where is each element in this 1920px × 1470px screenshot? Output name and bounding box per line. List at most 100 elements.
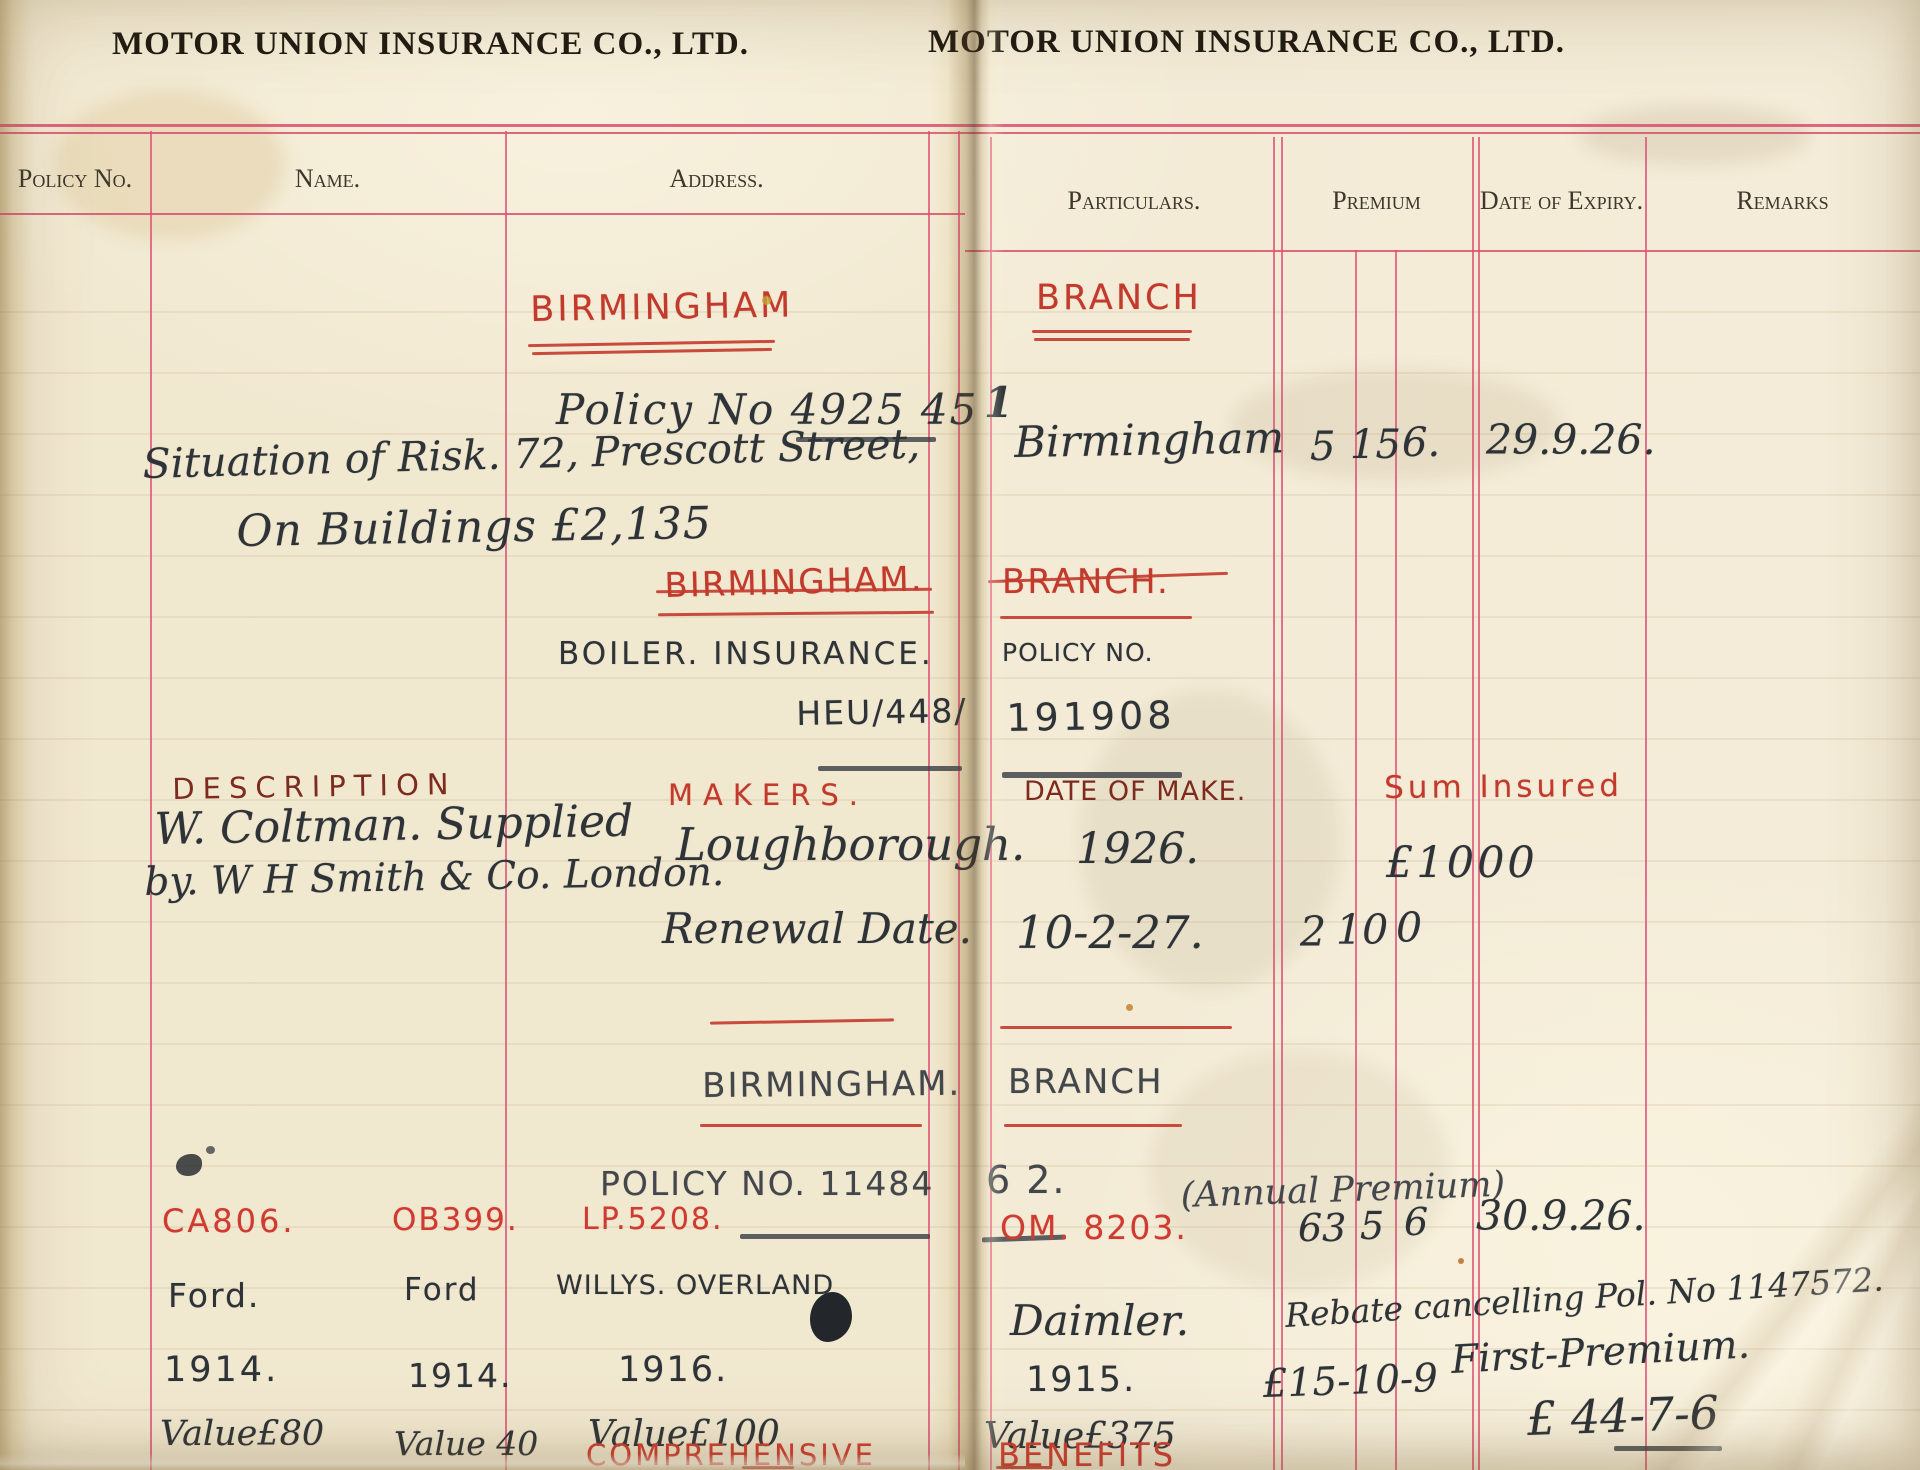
col-name: Name.	[294, 164, 361, 193]
column-rule	[928, 131, 930, 1470]
e3-make-4: Daimler.	[1010, 1296, 1190, 1345]
e1-branch-underline	[1032, 330, 1192, 333]
e3-remarks-first-premium: First-Premium.	[1450, 1322, 1751, 1383]
e3-branch-word: BRANCH	[1008, 1062, 1164, 1102]
e3-registration-2: OB399.	[392, 1202, 519, 1238]
e3-city-underline	[700, 1124, 922, 1127]
e2-makers-value: Loughborough.	[676, 818, 1026, 871]
e3-year-2: 1914.	[408, 1356, 513, 1395]
e3-benefits-underline	[996, 1466, 1052, 1469]
column-rule	[958, 131, 960, 1470]
col-address: Address.	[669, 164, 764, 193]
e2-ref-underline	[818, 766, 962, 771]
e3-policy-continuation: 6 2.	[986, 1158, 1067, 1202]
e3-premium-shillings: 5	[1360, 1204, 1385, 1248]
e3-value-1: Value£80	[160, 1414, 325, 1454]
e3-registration-3: LP.5208.	[582, 1202, 724, 1237]
bleedthrough-smudge	[1580, 105, 1810, 165]
paper-stain	[762, 296, 771, 305]
e2-policy-label: POLICY NO.	[1002, 638, 1154, 667]
e3-total-underline	[1614, 1446, 1722, 1451]
paper-stain	[1126, 1004, 1133, 1011]
top-rule-upper	[0, 124, 1920, 127]
ink-blot	[810, 1292, 852, 1342]
e3-year-1: 1914.	[164, 1350, 280, 1390]
e1-premium-pounds: 5	[1310, 424, 1336, 470]
premium-subrule	[1355, 250, 1357, 1470]
e1-policy-continuation: 1	[984, 378, 1014, 427]
e3-policy-underline	[740, 1234, 930, 1239]
e1-premium-shillings: 15	[1350, 422, 1401, 468]
e1-branch-word: BRANCH	[1036, 278, 1202, 318]
e3-premium-pounds: 63	[1298, 1206, 1347, 1250]
e1-particulars: Birmingham	[1014, 413, 1285, 468]
e3-remarks-amount: £15-10-9	[1262, 1355, 1439, 1407]
e2-branch-underline	[1000, 616, 1192, 619]
e1-city-underline	[531, 347, 773, 356]
e3-remarks-total: £ 44-7-6	[1526, 1385, 1720, 1446]
e2-premium-pence: 0	[1396, 904, 1423, 952]
e2-renewal-date: 10-2-27.	[1016, 906, 1204, 959]
masthead-right: MOTOR UNION INSURANCE CO., LTD.	[928, 24, 1566, 60]
ink-splatter	[206, 1146, 215, 1154]
column-rule	[1645, 137, 1647, 1470]
e2-sum-insured-value: £1000	[1386, 838, 1538, 888]
entry-separator	[1000, 1026, 1232, 1029]
col-remarks: Remarks	[1736, 186, 1829, 215]
e3-year-3: 1916.	[618, 1350, 729, 1390]
paper-stain	[1458, 1258, 1464, 1264]
e2-description-line1: W. Coltman. Supplied	[154, 795, 634, 855]
e2-make-date-value: 1926.	[1076, 824, 1200, 874]
e2-renewal-label: Renewal Date.	[662, 904, 972, 953]
e3-cover-comprehensive: COMPREHENSIVE	[586, 1438, 877, 1470]
e2-branch-city: BIRMINGHAM.	[664, 559, 925, 606]
ink-splatter	[176, 1154, 202, 1176]
e3-branch-underline	[1004, 1124, 1182, 1127]
e3-policy-number: POLICY NO. 11484	[600, 1164, 935, 1203]
header-underline-right	[965, 250, 1920, 252]
e3-make-1: Ford.	[168, 1276, 261, 1315]
col-particulars: Particulars.	[1067, 186, 1201, 215]
e3-premium-pence: 6	[1404, 1200, 1429, 1244]
e2-description-line2: by. W H Smith & Co. London.	[144, 849, 725, 905]
e3-value-3: Value£100	[588, 1414, 780, 1455]
col-policy-no: Policy No.	[17, 164, 133, 193]
e2-policy-number: 191908	[1006, 693, 1176, 740]
column-rule	[1472, 137, 1474, 1470]
e2-policy-underline	[1002, 772, 1182, 778]
column-rule	[1273, 137, 1275, 1470]
e3-year-4: 1915.	[1026, 1360, 1137, 1400]
e2-makers-label: MAKERS.	[668, 778, 868, 812]
page-fold	[948, 0, 1004, 1470]
top-rule-lower	[0, 132, 1920, 134]
e2-premium-pounds: 2	[1300, 908, 1327, 956]
e2-city-underline	[657, 610, 935, 617]
e1-situation-of-risk: Situation of Risk. 72, Prescott Street,	[142, 419, 921, 488]
e3-value-4: Value£375	[984, 1416, 1176, 1457]
premium-subrule	[1395, 250, 1397, 1470]
masthead-left: MOTOR UNION INSURANCE CO., LTD.	[112, 26, 750, 62]
e2-branch-word: BRANCH.	[1002, 562, 1170, 602]
e3-comprehensive-underline	[742, 1466, 794, 1469]
e3-make-2: Ford	[404, 1272, 480, 1308]
e2-reference-number: HEU/448/	[796, 691, 968, 733]
e3-cover-benefits: BENEFITS	[998, 1436, 1177, 1470]
e3-branch-city: BIRMINGHAM.	[702, 1063, 962, 1106]
header-underline-left	[0, 213, 965, 215]
col-expiry: Date of Expiry.	[1479, 186, 1644, 215]
e1-policy-number: Policy No 4925 45	[556, 385, 979, 434]
e2-make-date-label: DATE OF MAKE.	[1024, 776, 1247, 807]
column-rule	[1478, 137, 1480, 1470]
e3-registration-4: OM. 8203.	[1000, 1208, 1188, 1247]
e2-premium-shillings: 10	[1336, 906, 1389, 954]
e3-registration-1: CA806.	[162, 1202, 296, 1240]
e1-expiry-date: 29.9.26.	[1486, 416, 1656, 464]
e1-buildings-sum: On Buildings £2,135	[236, 497, 713, 557]
col-premium: Premium	[1332, 186, 1421, 215]
e2-insurance-class: BOILER. INSURANCE.	[558, 636, 934, 672]
column-rule	[1281, 137, 1283, 1470]
e1-branch-city: BIRMINGHAM	[530, 285, 794, 330]
column-rule	[150, 131, 152, 1470]
e1-policy-underline	[796, 437, 936, 442]
column-rule	[505, 131, 507, 1470]
